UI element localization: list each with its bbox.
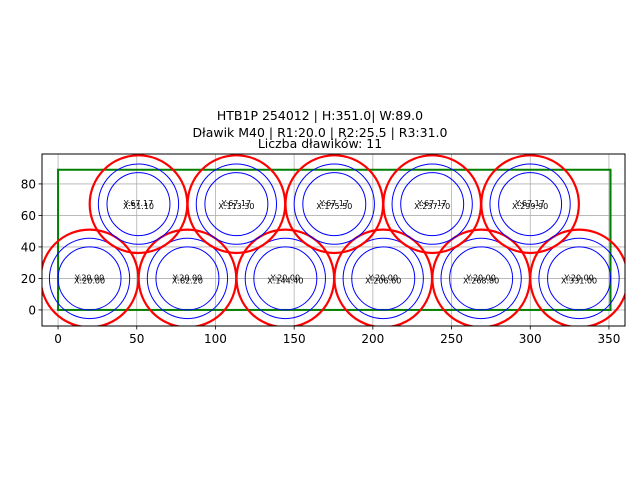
circle-label-x: X:113.30 <box>218 202 254 211</box>
circle-label-x: X:82.20 <box>172 276 203 285</box>
circle-label-x: X:144.40 <box>267 276 303 285</box>
chart-shapes: Y:20.00X:20.00 Y:20.00X:82.20 Y:20.00X:144… <box>42 154 625 326</box>
circle-label-y: Y:67.17 <box>123 199 153 208</box>
axes-frame <box>41 153 626 327</box>
inner-circle-r1 <box>400 172 465 237</box>
y-tick-label: 20 <box>21 272 36 286</box>
circle-label-y: Y:20.00 <box>465 273 495 282</box>
x-tick-label: 250 <box>440 332 463 346</box>
circle-label-y: Y:67.17 <box>221 199 251 208</box>
middle-circle-r2 <box>48 237 131 320</box>
y-tick-label: 0 <box>28 303 36 317</box>
x-tick-label: 300 <box>519 332 542 346</box>
inner-circle-r1 <box>155 246 220 311</box>
x-tick-label: 350 <box>597 332 620 346</box>
circle-label-y: Y:20.00 <box>270 273 300 282</box>
circle-label-y: Y:20.00 <box>74 273 104 282</box>
circle-label-x: X:20.00 <box>74 276 105 285</box>
circle-label-x: X:175.50 <box>316 202 352 211</box>
inner-circle-r1 <box>547 246 612 311</box>
middle-circle-r2 <box>146 237 229 320</box>
circle-label-y: Y:67.17 <box>514 199 544 208</box>
grid-lines <box>42 154 625 326</box>
y-tick-label: 80 <box>21 177 36 191</box>
outer-circle-r3 <box>480 154 580 255</box>
inner-circle-r1 <box>57 246 122 311</box>
inner-circle-r1 <box>106 172 171 237</box>
circle-label-x: X:51.10 <box>123 202 154 211</box>
middle-circle-r2 <box>538 237 620 320</box>
chart-title-line-1: HTB1P 254012 | H:351.0| W:89.0 <box>216 108 424 123</box>
middle-circle-r2 <box>440 237 522 320</box>
inner-circle-r1 <box>351 246 416 311</box>
circle-label-y: Y:20.00 <box>563 273 593 282</box>
chart-title-line-3: Liczba dławików: 11 <box>257 136 383 151</box>
middle-circle-r2 <box>195 163 278 245</box>
axis-ticks: 0 50 100 150 200 250 300 350 0 20 40 60 80 <box>21 177 621 346</box>
chart-title-line-2: Dławik M40 | R1:20.0 | R2:25.5 | R3:31.0 <box>192 125 448 140</box>
circle-label-y: Y:67.17 <box>319 199 349 208</box>
middle-circle-r2 <box>293 163 375 245</box>
inner-circle-r1 <box>253 246 318 311</box>
circle-label-x: X:237.70 <box>414 202 450 211</box>
y-tick-label: 60 <box>21 209 36 223</box>
middle-circle-r2 <box>342 237 424 320</box>
circle-label-y: Y:20.00 <box>172 273 202 282</box>
x-tick-label: 200 <box>361 332 384 346</box>
y-tick-label: 40 <box>21 240 36 254</box>
circle-label-x: X:206.60 <box>365 276 401 285</box>
x-tick-label: 50 <box>129 332 144 346</box>
x-tick-label: 150 <box>283 332 306 346</box>
middle-circle-r2 <box>244 237 326 320</box>
middle-circle-r2 <box>489 163 571 245</box>
x-tick-label: 0 <box>54 332 62 346</box>
middle-circle-r2 <box>391 163 473 245</box>
circle-label-x: X:331.00 <box>561 276 597 285</box>
x-tick-label: 100 <box>204 332 227 346</box>
inner-circle-r1 <box>204 172 269 237</box>
inner-circle-r1 <box>302 172 367 237</box>
circle-label-x: X:299.90 <box>512 202 548 211</box>
circle-label-y: Y:20.00 <box>368 273 398 282</box>
outer-circle-r3 <box>529 228 625 326</box>
enclosure-rectangle <box>57 168 612 311</box>
circle-label-y: Y:67.17 <box>416 199 446 208</box>
inner-circle-r1 <box>449 246 514 311</box>
middle-circle-r2 <box>97 163 180 245</box>
inner-circle-r1 <box>498 172 563 237</box>
circle-label-x: X:268.80 <box>463 276 499 285</box>
